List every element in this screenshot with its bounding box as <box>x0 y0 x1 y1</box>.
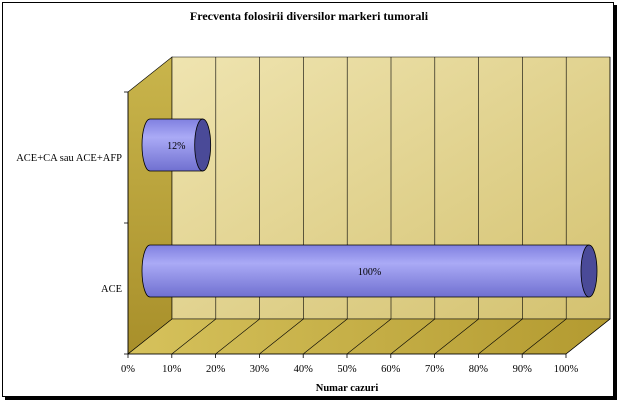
data-label: 100% <box>358 267 381 278</box>
x-tick-label: 30% <box>250 364 270 375</box>
x-tick-label: 60% <box>381 364 401 375</box>
gridline-floor <box>522 318 567 355</box>
gridline-floor <box>259 318 304 355</box>
x-tick-label: 100% <box>554 364 579 375</box>
x-tick-label: 40% <box>294 364 314 375</box>
gridline-floor <box>303 318 348 355</box>
x-axis-title: Numar cazuri <box>316 383 379 394</box>
gridline-floor <box>171 318 216 355</box>
chart-title: Frecventa folosirii diversilor markeri t… <box>190 9 429 23</box>
gridline-floor <box>346 318 392 355</box>
gridline-floor <box>478 318 523 355</box>
category-labels: ACE+CA sau ACE+AFP ACE <box>16 153 122 295</box>
data-label: 12% <box>167 141 185 152</box>
plot-backdrop <box>127 56 611 355</box>
category-label-ace-ca-afp: ACE+CA sau ACE+AFP <box>16 153 122 164</box>
y-axis <box>124 91 129 355</box>
bar-1: 12% <box>141 118 212 172</box>
gridline-floor <box>390 318 435 355</box>
x-tick-label: 10% <box>162 364 182 375</box>
bar-body <box>141 118 204 172</box>
gridline-floor <box>215 318 260 355</box>
x-tick-label: 0% <box>121 364 135 375</box>
bars: 100% 12% <box>141 118 598 298</box>
x-tick-label: 50% <box>337 364 357 375</box>
category-label-ace: ACE <box>101 284 122 295</box>
bar-end-cap <box>194 118 212 172</box>
bar-0: 100% <box>141 244 598 298</box>
x-axis: 0% 10% 20% 30% 40% 50% 60% 70% 80% 90% 100% <box>121 353 579 375</box>
x-tick-label: 20% <box>206 364 226 375</box>
gridline-floor <box>565 318 611 355</box>
bar-end-cap <box>580 244 598 298</box>
x-tick-label: 90% <box>513 364 533 375</box>
bar-body <box>141 244 590 298</box>
side-wall <box>127 56 173 355</box>
x-tick-label: 70% <box>425 364 445 375</box>
x-tick-label: 80% <box>469 364 489 375</box>
gridline-floor <box>434 318 479 355</box>
